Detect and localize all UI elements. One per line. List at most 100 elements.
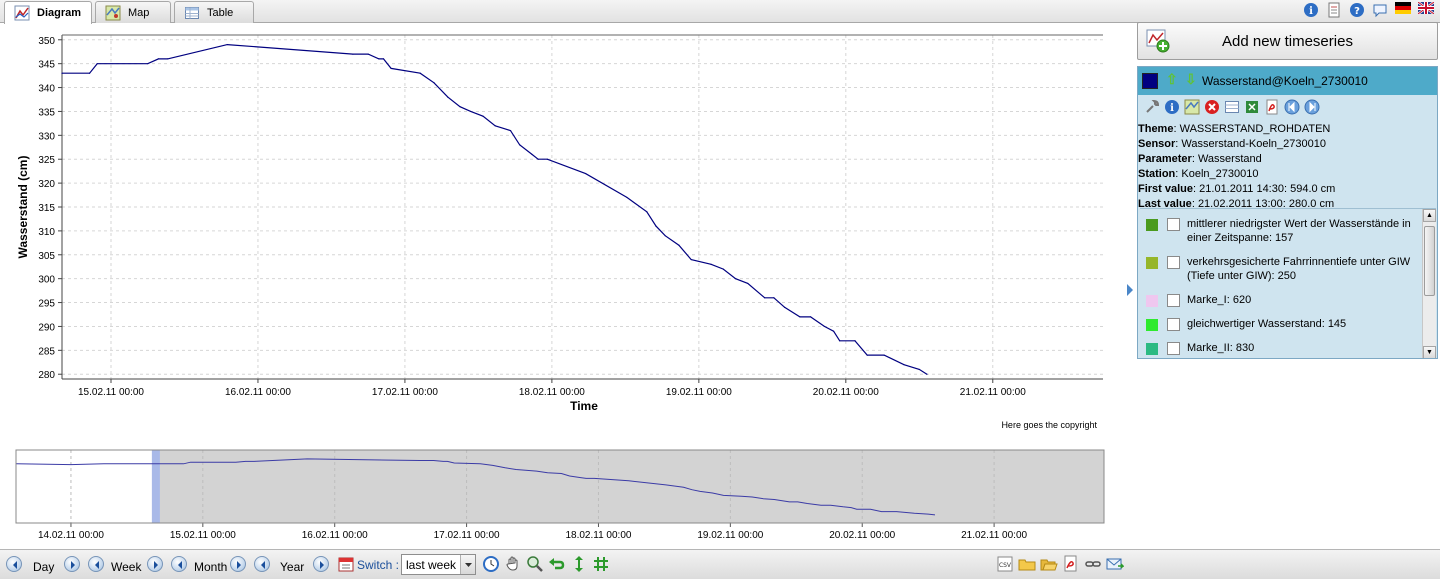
main-chart[interactable]: 350 345 340 335 330 325 320 315 310 305 300 295 290 2… [0, 24, 1125, 434]
plot-area [62, 35, 1103, 379]
comment-icon[interactable] [1372, 2, 1388, 18]
overview-border [15, 449, 1105, 524]
scroll-down-icon[interactable]: ▼ [1423, 346, 1436, 358]
tab-map[interactable]: Map [95, 1, 171, 23]
x-axis-title: Time [570, 399, 598, 413]
y-tick-label: 300 [38, 275, 55, 286]
data-point [378, 58, 380, 60]
year-forward-button[interactable] [313, 556, 329, 572]
theme-key: Theme [1138, 123, 1174, 135]
overview-tick-label: 20.02.11 00:00 [829, 530, 895, 541]
switch-select-value: last week [406, 558, 457, 572]
y-tick-label: 310 [38, 227, 55, 238]
info-icon[interactable]: i [1303, 2, 1319, 18]
data-point [832, 330, 835, 332]
reference-checkbox[interactable] [1167, 256, 1180, 269]
tab-table[interactable]: Table [174, 1, 254, 23]
week-back-button[interactable] [88, 556, 104, 572]
scroll-up-icon[interactable]: ▲ [1423, 209, 1436, 222]
data-point [390, 67, 392, 70]
pan-hand-icon[interactable] [504, 555, 522, 573]
reference-checkbox[interactable] [1167, 318, 1180, 331]
info-icon[interactable]: i [1164, 99, 1180, 115]
reference-color-swatch [1146, 257, 1158, 269]
collapse-panel-icon[interactable] [1126, 283, 1134, 297]
data-point [459, 106, 461, 108]
overview-tick-label: 18.02.11 00:00 [565, 530, 631, 541]
link-icon[interactable] [1084, 555, 1102, 573]
data-point [509, 129, 512, 132]
year-back-button[interactable] [254, 556, 270, 572]
document-icon[interactable] [1326, 2, 1342, 18]
excel-icon[interactable] [1244, 99, 1260, 115]
add-timeseries-button[interactable]: Add new timeseries [1137, 22, 1438, 60]
overview-tick-label: 15.02.11 00:00 [170, 530, 236, 541]
y-tick-label: 315 [38, 203, 55, 214]
series-color-swatch[interactable] [1142, 73, 1158, 89]
reference-checkbox[interactable] [1167, 294, 1180, 307]
x-tick-label: 17.02.11 00:00 [372, 387, 438, 398]
parameter-value: Wasserstand [1197, 153, 1262, 165]
parameter-row: Parameter: Wasserstand [1138, 153, 1262, 165]
y-tick-label: 330 [38, 131, 55, 142]
data-point [226, 43, 228, 46]
switch-label: Switch : [357, 558, 400, 572]
tab-diagram[interactable]: Diagram [4, 1, 92, 24]
chevron-down-icon[interactable] [460, 555, 475, 574]
vertical-arrows-icon[interactable] [570, 555, 588, 573]
data-point [823, 325, 825, 328]
switch-select[interactable]: last week [401, 554, 476, 575]
delete-icon[interactable] [1204, 99, 1220, 115]
help-icon[interactable]: ? [1349, 2, 1365, 18]
theme-row: Theme: WASSERSTAND_ROHDATEN [1138, 123, 1331, 135]
reference-checkbox[interactable] [1167, 342, 1180, 355]
y-tick-label: 320 [38, 179, 55, 190]
pdf-icon[interactable] [1264, 99, 1280, 115]
chart-icon [14, 5, 30, 21]
copyright-text: Here goes the copyright [1001, 420, 1097, 430]
grid-icon[interactable] [592, 555, 610, 573]
overview-series-line [15, 458, 936, 516]
data-point [783, 306, 786, 308]
data-point [799, 316, 801, 318]
table-icon[interactable] [1224, 99, 1240, 115]
week-forward-button[interactable] [147, 556, 163, 572]
german-flag-icon[interactable] [1395, 2, 1411, 18]
move-down-icon[interactable]: ⇩ [1185, 71, 1197, 87]
pdf-icon[interactable] [1062, 555, 1080, 573]
csv-export-icon[interactable]: CSV [996, 555, 1014, 573]
tab-table-label: Table [207, 6, 234, 19]
map-icon[interactable] [1184, 99, 1200, 115]
day-forward-button[interactable] [64, 556, 80, 572]
email-icon[interactable] [1106, 555, 1125, 573]
reference-color-swatch [1146, 295, 1158, 307]
tab-map-label: Map [128, 6, 150, 19]
timeseries-header[interactable]: ⇧ ⇩ Wasserstand@Koeln_2730010 [1138, 67, 1437, 95]
first-value-icon[interactable] [1284, 99, 1300, 115]
first-value-row: First value: 21.01.2011 14:30: 594.0 cm [1138, 183, 1336, 195]
open-folder-icon[interactable] [1040, 555, 1058, 573]
move-up-icon[interactable]: ⇧ [1166, 71, 1178, 87]
data-point [433, 82, 435, 84]
zoom-icon[interactable] [526, 555, 544, 573]
month-forward-button[interactable] [230, 556, 246, 572]
month-back-button[interactable] [171, 556, 187, 572]
reference-label: gleichwertiger Wasserstand: 145 [1187, 318, 1347, 330]
day-back-button[interactable] [6, 556, 22, 572]
reference-color-swatch [1146, 319, 1158, 331]
reference-checkbox[interactable] [1167, 218, 1180, 231]
month-label: Month [194, 560, 228, 574]
reference-scrollbar[interactable]: ▲ ▼ [1422, 209, 1436, 358]
scroll-thumb[interactable] [1424, 226, 1435, 296]
undo-icon[interactable] [548, 555, 566, 573]
last-value-icon[interactable] [1304, 99, 1320, 115]
calendar-icon[interactable] [337, 555, 355, 573]
wrench-icon[interactable] [1144, 99, 1160, 115]
clock-icon[interactable] [482, 555, 500, 573]
overview-tick-label: 19.02.11 00:00 [697, 530, 763, 541]
y-axis-title: Wasserstand (cm) [16, 156, 30, 259]
overview-chart[interactable]: 14.02.11 00:00 15.02.11 00:00 16.02.11 00:… [0, 24, 1125, 549]
uk-flag-icon[interactable] [1417, 1, 1435, 18]
y-tick-label: 345 [38, 60, 55, 71]
folder-icon[interactable] [1018, 555, 1036, 573]
